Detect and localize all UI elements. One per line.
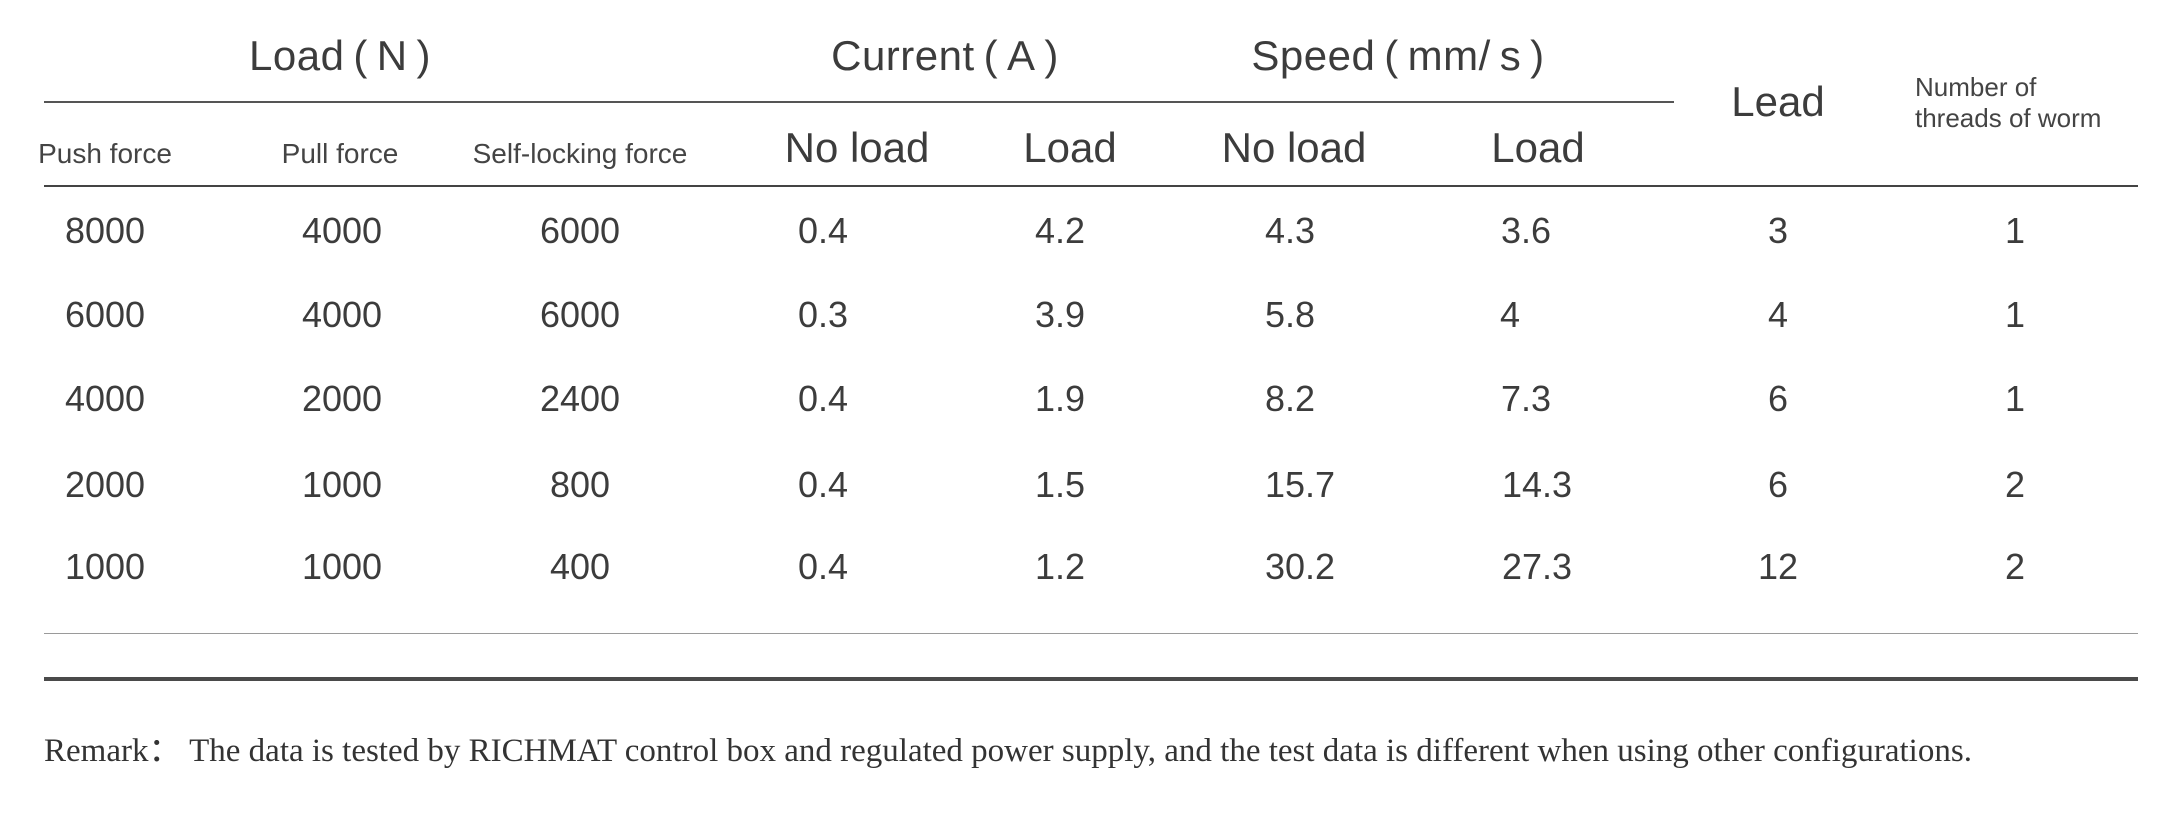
- header-rule: [44, 185, 2138, 187]
- table-cell: 8000: [64, 210, 146, 251]
- table-cell: 1.9: [1034, 378, 1086, 419]
- header-threads-line2: threads of worm: [1915, 103, 2102, 133]
- table-cell: 6: [1767, 464, 1789, 505]
- table-cell: 4: [1499, 294, 1521, 335]
- table-cell: 1: [2004, 210, 2026, 251]
- table-cell: 0.3: [797, 294, 849, 335]
- table-cell: 2400: [539, 378, 621, 419]
- table-cell: 2: [2004, 546, 2026, 587]
- table-cell: 4.2: [1034, 210, 1086, 251]
- table-cell: 6000: [64, 294, 146, 335]
- table-cell: 6000: [539, 294, 621, 335]
- table-cell: 2000: [301, 378, 383, 419]
- table-cell: 0.4: [797, 378, 849, 419]
- table-cell: 5.8: [1264, 294, 1316, 335]
- subheader-current-load: Load: [1023, 124, 1117, 171]
- subheader-current-no-load: No load: [784, 124, 930, 171]
- table-cell: 800: [549, 464, 611, 505]
- table-bottom-rule: [44, 633, 2138, 634]
- table-cell: 1000: [64, 546, 146, 587]
- table-cell: 6: [1767, 378, 1789, 419]
- table-cell: 2000: [64, 464, 146, 505]
- table-cell: 1: [2004, 378, 2026, 419]
- header-threads: Number of threads of worm: [1915, 72, 2101, 134]
- table-cell: 1000: [301, 464, 383, 505]
- table-cell: 0.4: [797, 464, 849, 505]
- table-cell: 400: [549, 546, 611, 587]
- table-cell: 4000: [301, 210, 383, 251]
- table-cell: 7.3: [1500, 378, 1552, 419]
- header-lead: Lead: [1731, 78, 1825, 125]
- table-cell: 27.3: [1501, 546, 1573, 587]
- table-cell: 4: [1767, 294, 1789, 335]
- header-threads-line1: Number of: [1915, 72, 2037, 102]
- header-load: Load ( N ): [249, 32, 431, 79]
- header-current: Current ( A ): [831, 32, 1059, 79]
- subheader-self-locking-force: Self-locking force: [472, 138, 688, 169]
- table-cell: 4000: [301, 294, 383, 335]
- table-cell: 4.3: [1264, 210, 1316, 251]
- header-speed: Speed ( mm/ s ): [1251, 32, 1545, 79]
- group-header-rule: [44, 101, 1674, 103]
- table-cell: 30.2: [1264, 546, 1336, 587]
- table-cell: 3.6: [1500, 210, 1552, 251]
- remark-separator: [44, 677, 2138, 681]
- remark-text: Remark： The data is tested by RICHMAT co…: [44, 733, 1972, 769]
- table-cell: 0.4: [797, 546, 849, 587]
- table-cell: 1: [2004, 294, 2026, 335]
- table-cell: 3.9: [1034, 294, 1086, 335]
- subheader-push-force: Push force: [38, 138, 172, 169]
- table-cell: 1.5: [1034, 464, 1086, 505]
- table-cell: 0.4: [797, 210, 849, 251]
- table-cell: 14.3: [1501, 464, 1573, 505]
- table-cell: 6000: [539, 210, 621, 251]
- table-cell: 15.7: [1264, 464, 1336, 505]
- table-cell: 1.2: [1034, 546, 1086, 587]
- table-cell: 12: [1757, 546, 1799, 587]
- table-cell: 3: [1767, 210, 1789, 251]
- subheader-speed-load: Load: [1491, 124, 1585, 171]
- table-cell: 2: [2004, 464, 2026, 505]
- table-cell: 8.2: [1264, 378, 1316, 419]
- table-cell: 4000: [64, 378, 146, 419]
- table-cell: 1000: [301, 546, 383, 587]
- subheader-speed-no-load: No load: [1221, 124, 1367, 171]
- subheader-pull-force: Pull force: [281, 138, 399, 169]
